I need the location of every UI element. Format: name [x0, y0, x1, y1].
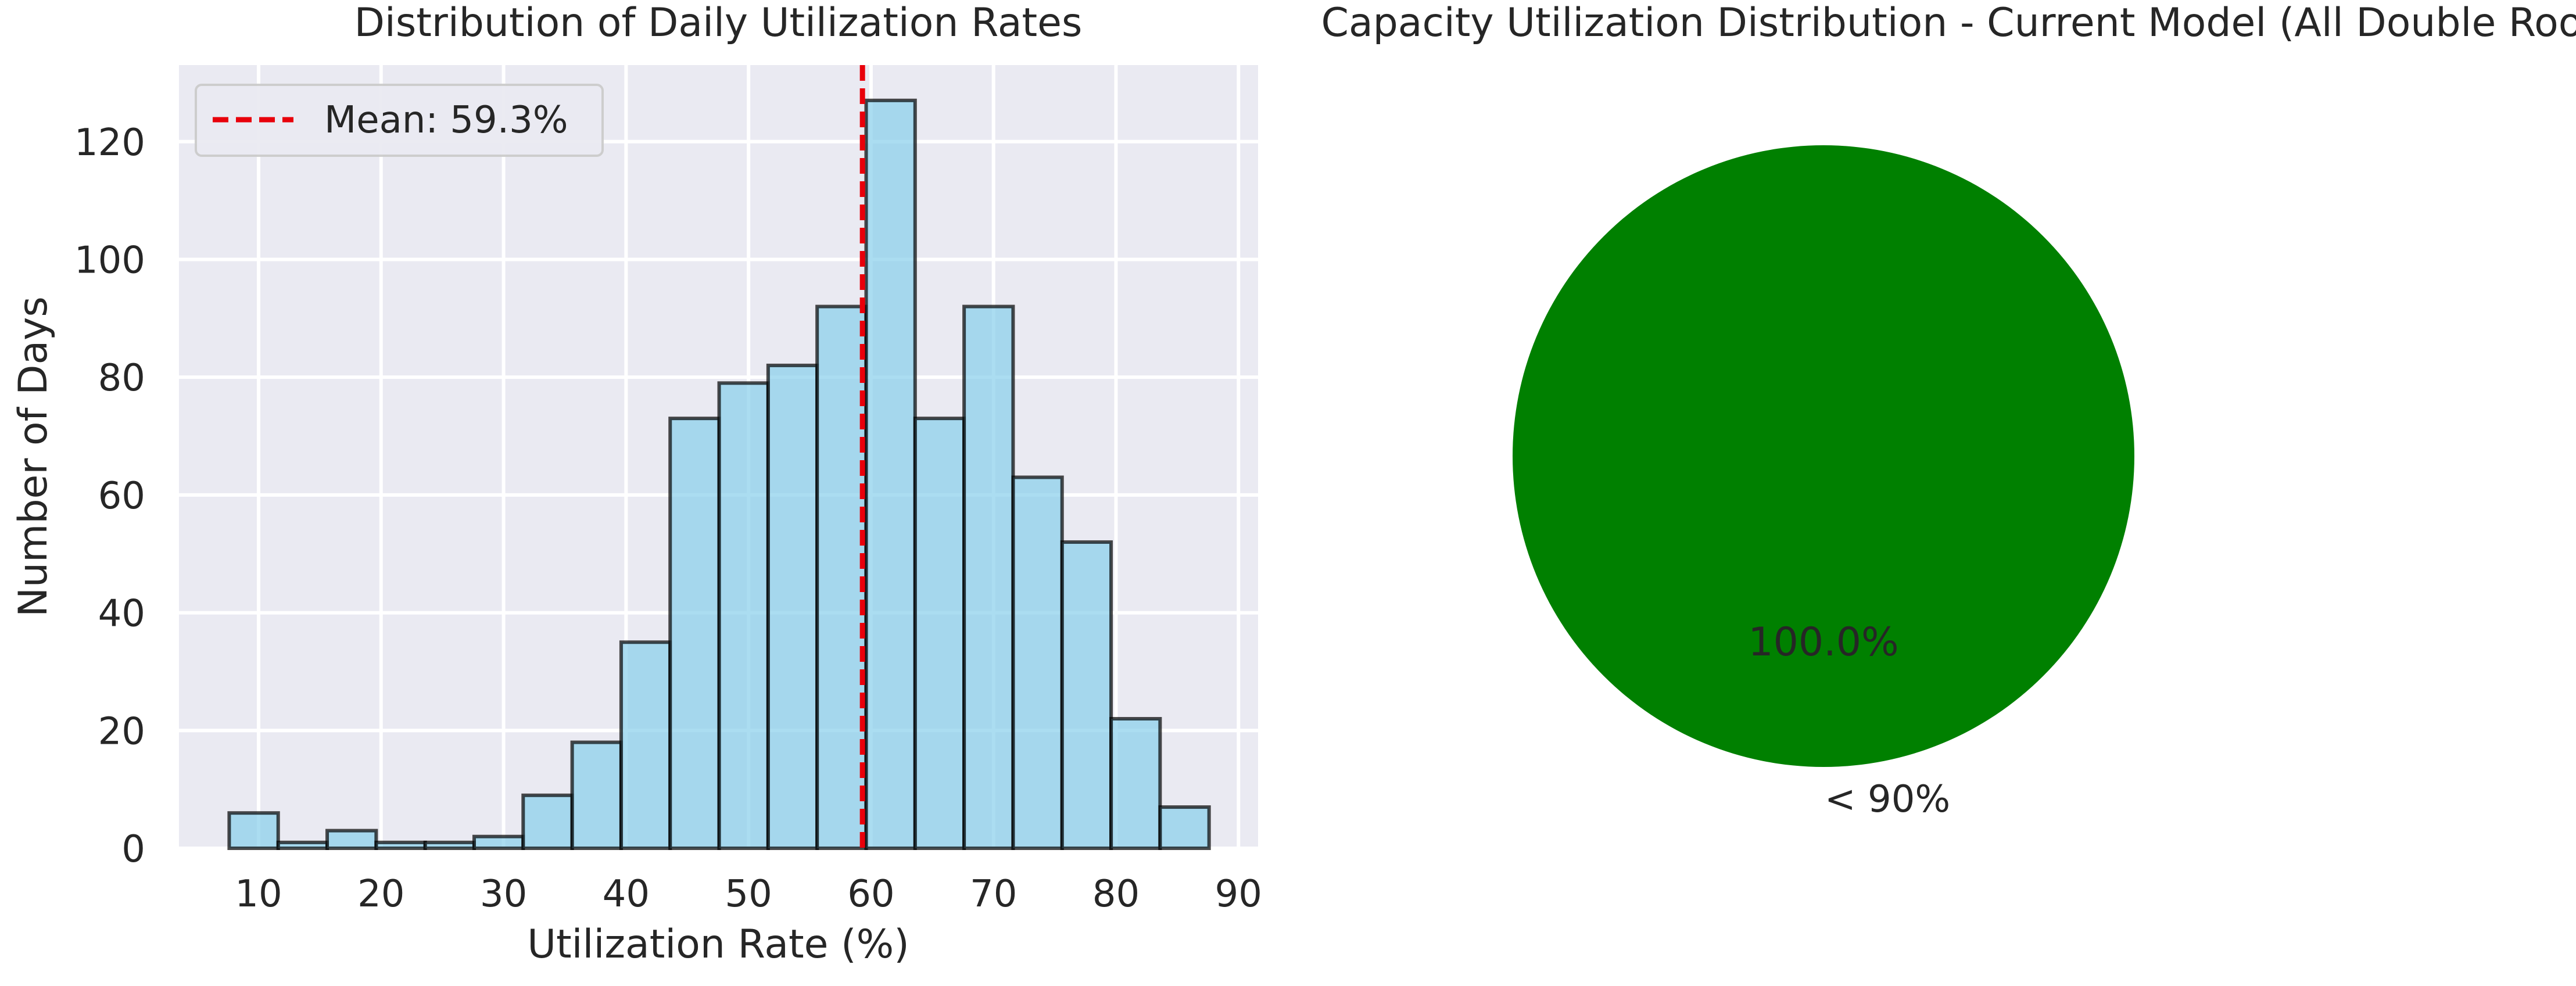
pie-chart: Capacity Utilization Distribution - Curr…	[1321, 0, 2576, 821]
histogram-bar	[864, 98, 917, 851]
histogram-bar	[325, 829, 378, 851]
x-tick-label: 10	[235, 873, 282, 916]
y-tick-label: 60	[98, 475, 145, 518]
histogram-bar	[913, 417, 966, 850]
x-tick-label: 80	[1092, 873, 1140, 916]
x-tick-labels: 10 20 30 40 50 60 70 80 90	[235, 873, 1262, 916]
x-tick-label: 30	[480, 873, 527, 916]
y-axis-label: Number of Days	[10, 296, 56, 617]
x-tick-label: 70	[970, 873, 1017, 916]
x-axis-label: Utilization Rate (%)	[527, 922, 909, 967]
histogram-bar	[1011, 475, 1064, 850]
y-tick-label: 120	[74, 121, 145, 164]
histogram-bar	[374, 840, 427, 850]
histogram-bar	[717, 381, 770, 850]
histogram-bar	[619, 640, 672, 851]
y-tick-label: 20	[98, 710, 145, 753]
y-tick-labels: 0 20 40 60 80 100 120	[74, 121, 145, 871]
histogram-bar	[521, 793, 574, 851]
x-tick-label: 40	[603, 873, 650, 916]
x-tick-label: 20	[357, 873, 404, 916]
histogram-bar	[668, 417, 721, 850]
histogram-bar	[276, 840, 329, 850]
histogram-chart: 10 20 30 40 50 60 70 80 90 0 20 40 60 80 100 120 Distr…	[10, 0, 1262, 967]
y-tick-label: 40	[98, 593, 145, 636]
x-tick-label: 50	[725, 873, 772, 916]
pie-slice	[1513, 145, 2134, 767]
histogram-bar	[227, 811, 280, 851]
x-tick-label: 90	[1215, 873, 1262, 916]
legend-mean-label: Mean: 59.3%	[324, 99, 568, 142]
legend: Mean: 59.3%	[195, 84, 604, 157]
histogram-bar	[815, 304, 868, 850]
histogram-bar	[1109, 717, 1162, 851]
y-tick-label: 80	[98, 357, 145, 400]
histogram-title: Distribution of Daily Utilization Rates	[354, 0, 1083, 46]
y-tick-label: 100	[74, 239, 145, 282]
pie-slice-percent: 100.0%	[1748, 619, 1898, 665]
pie-slice-label: < 90%	[1825, 778, 1950, 821]
bars	[227, 98, 1211, 851]
histogram-bar	[1060, 540, 1113, 850]
histogram-bar	[423, 840, 476, 850]
y-tick-label: 0	[121, 828, 145, 871]
legend-box	[195, 84, 604, 157]
pie-title: Capacity Utilization Distribution - Curr…	[1321, 0, 2576, 46]
histogram-bar	[1158, 805, 1211, 850]
histogram-bar	[766, 363, 819, 850]
histogram-bar	[962, 304, 1015, 850]
histogram-bar	[472, 834, 525, 851]
histogram-bar	[570, 740, 623, 851]
x-tick-label: 60	[847, 873, 894, 916]
